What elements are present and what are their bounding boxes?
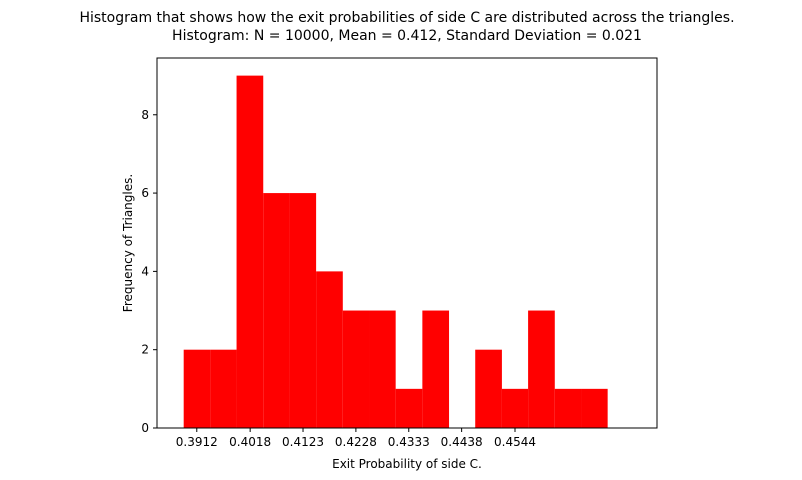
y-tick-label: 4 (141, 264, 149, 278)
bar (369, 310, 396, 428)
chart-subtitle: Histogram: N = 10000, Mean = 0.412, Stan… (172, 28, 642, 44)
plot-frame (156, 57, 658, 429)
y-tick-label: 8 (141, 108, 149, 122)
bar (263, 193, 290, 428)
x-tick-label: 0.4438 (441, 435, 483, 449)
x-tick-label: 0.3912 (176, 435, 218, 449)
x-tick-label: 0.4018 (229, 435, 271, 449)
bar (395, 388, 423, 428)
bar (183, 349, 211, 428)
bar (554, 388, 582, 428)
bar (289, 193, 317, 428)
y-tick-label: 6 (141, 186, 149, 200)
x-tick-label: 0.4544 (494, 435, 536, 449)
bar (236, 75, 264, 428)
y-tick-label: 2 (141, 343, 149, 357)
x-axis-label: Exit Probability of side C. (332, 457, 482, 471)
bar (475, 349, 502, 428)
bar (422, 310, 450, 428)
x-tick-label: 0.4333 (388, 435, 430, 449)
y-tick-label: 0 (141, 421, 149, 435)
bar (581, 388, 608, 428)
chart-title: Histogram that shows how the exit probab… (79, 10, 734, 26)
x-tick-label: 0.4228 (335, 435, 377, 449)
bar (342, 310, 370, 428)
y-axis-label: Frequency of Triangles. (121, 174, 135, 312)
bar (501, 388, 529, 428)
x-tick-label: 0.4123 (282, 435, 324, 449)
bar (528, 310, 555, 428)
bar (210, 349, 237, 428)
bar (316, 271, 343, 428)
